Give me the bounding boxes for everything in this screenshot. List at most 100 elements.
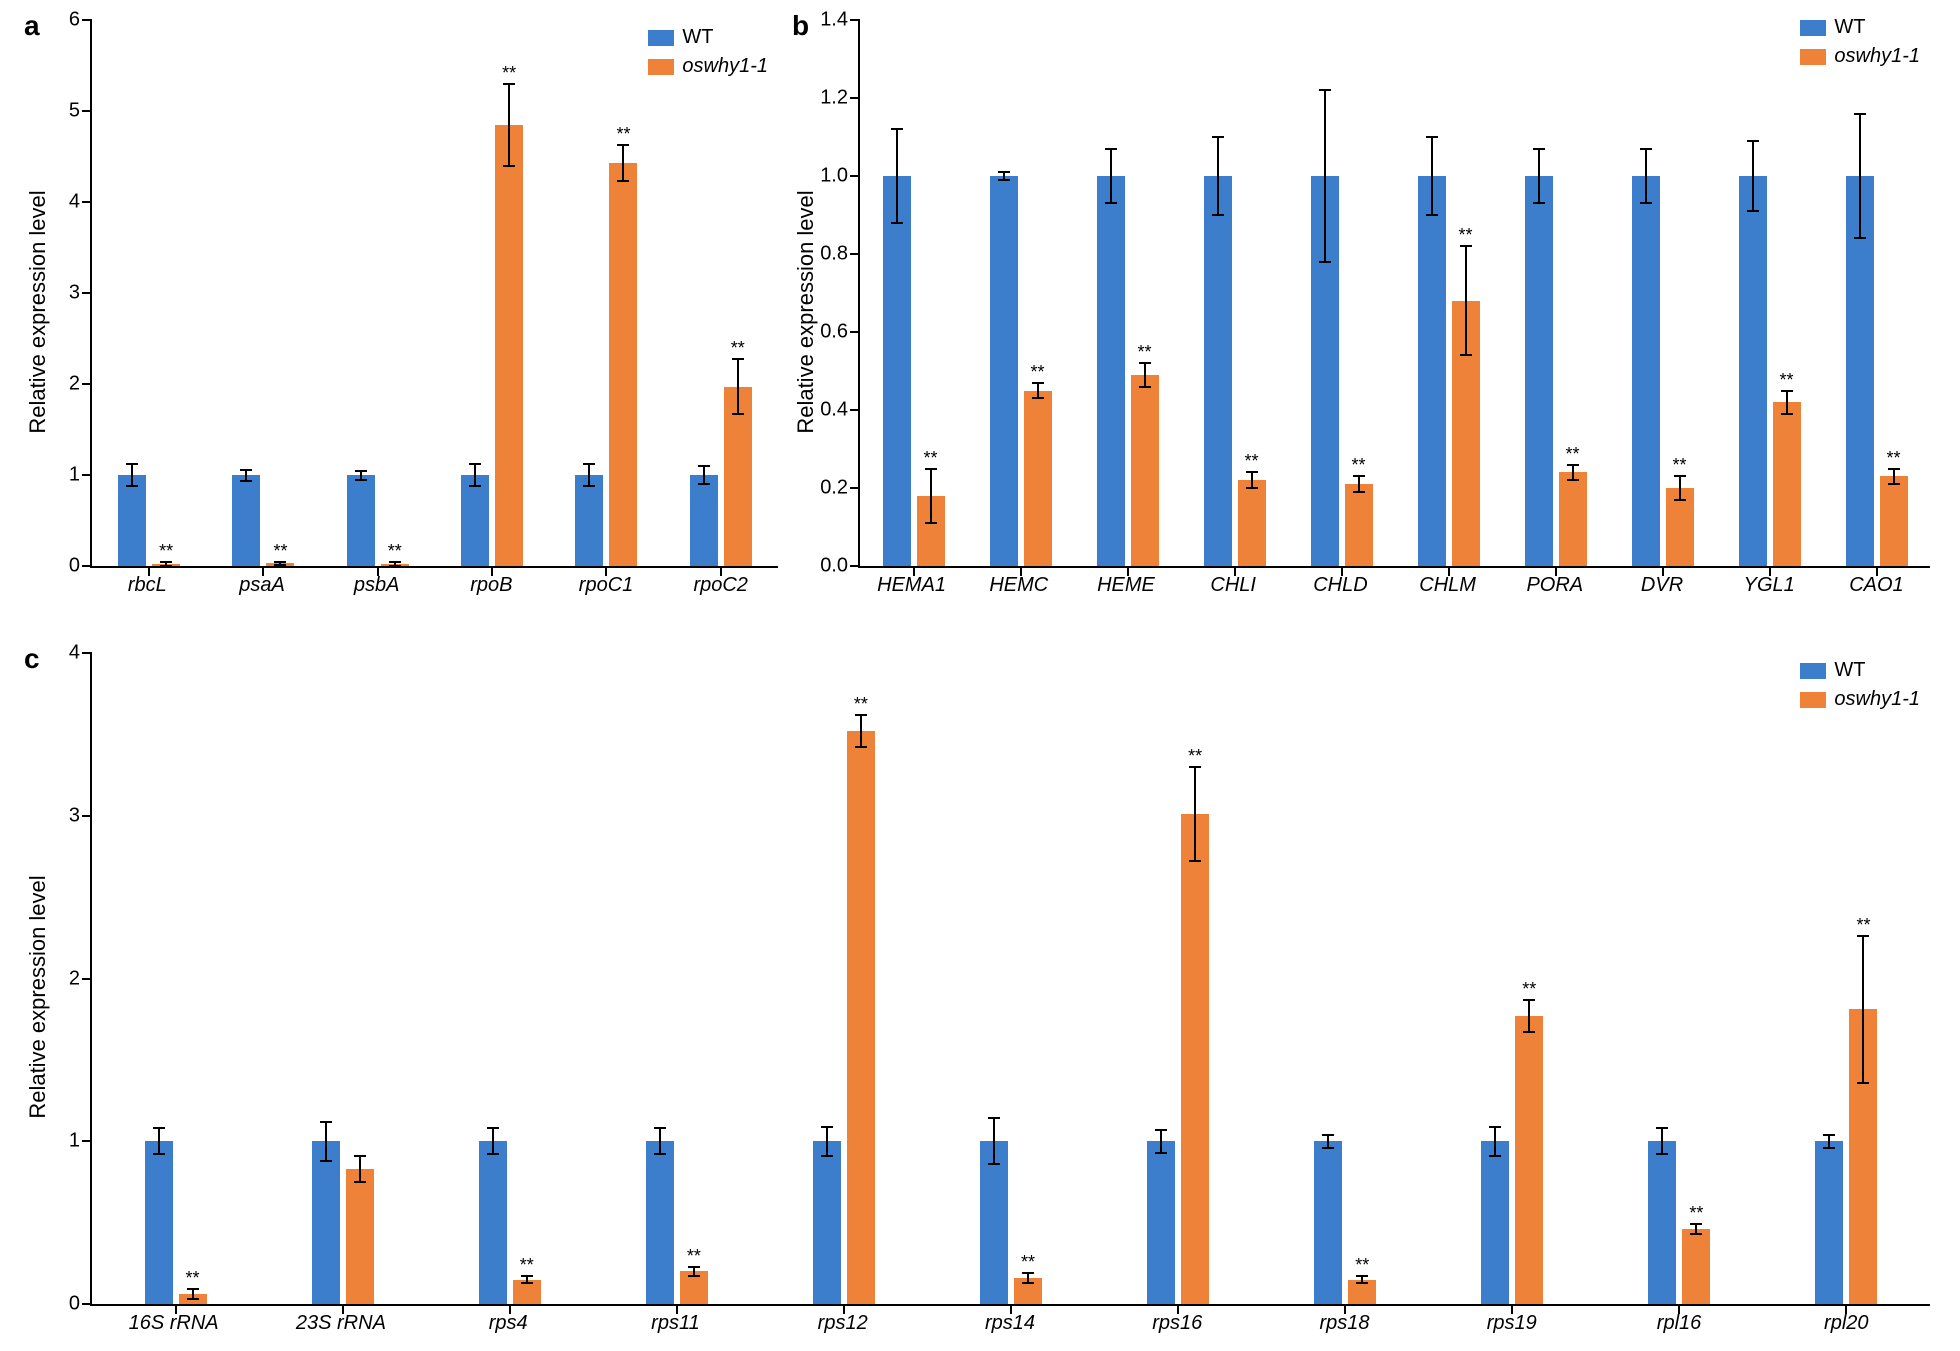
error-cap [1139, 362, 1151, 364]
error-bar [930, 469, 932, 524]
bar-holder: ** [917, 20, 945, 566]
error-cap [240, 469, 252, 471]
error-cap [1032, 397, 1044, 399]
bar-holder: ** [1181, 653, 1209, 1304]
y-tick [82, 652, 92, 654]
bar-group: ** [1288, 20, 1395, 566]
bar-rect [1345, 484, 1373, 566]
y-tick [82, 292, 92, 294]
error-cap [1823, 1147, 1835, 1149]
bar-rect [609, 163, 637, 566]
error-cap [583, 463, 595, 465]
bar-rect [1097, 176, 1125, 566]
panel-a-chart: Relative expression level WT oswhy1-1 01… [20, 10, 788, 613]
error-bar [1251, 472, 1253, 488]
bar-rect [1314, 1141, 1342, 1304]
bar-holder [813, 653, 841, 1304]
bar: ** [1559, 20, 1587, 566]
error-cap [521, 1275, 533, 1277]
error-bar [860, 715, 862, 748]
bar-rect [1648, 1141, 1676, 1304]
panel-c: c Relative expression level WT oswhy1-1 [20, 643, 1940, 1351]
panel-b-ylabel: Relative expression level [793, 190, 819, 433]
bar-rect [1525, 176, 1553, 566]
bar-holder: ** [1014, 653, 1042, 1304]
bar-holder: ** [1348, 653, 1376, 1304]
bar-holder [312, 653, 340, 1304]
significance-mark: ** [731, 339, 745, 357]
error-cap [1640, 202, 1652, 204]
x-axis-label: YGL1 [1716, 568, 1823, 613]
bar-group: ** [206, 20, 320, 566]
y-tick-label: 0.4 [820, 399, 848, 422]
bar-holder [1418, 20, 1446, 566]
bar-holder: ** [152, 20, 180, 566]
bar-rect [1418, 176, 1446, 566]
bar-holder [479, 653, 507, 1304]
x-axis-label: psbA [319, 568, 434, 613]
y-tick-label: 4 [69, 191, 80, 214]
significance-mark: ** [1021, 1253, 1035, 1271]
bar-holder: ** [1515, 653, 1543, 1304]
error-bar [131, 464, 133, 486]
bar-holder [883, 20, 911, 566]
x-axis-label: rpoB [434, 568, 549, 613]
bar-group: ** [1609, 20, 1716, 566]
legend-wt-swatch [648, 30, 674, 46]
y-tick [82, 19, 92, 21]
error-cap [1747, 210, 1759, 212]
significance-mark: ** [1188, 747, 1202, 765]
error-cap [998, 179, 1010, 181]
y-tick-label: 6 [69, 9, 80, 32]
bar-holder: ** [1024, 20, 1052, 566]
error-cap [1212, 214, 1224, 216]
bar-rect [883, 176, 911, 566]
bar [347, 20, 375, 566]
bar [1846, 20, 1874, 566]
error-cap [1189, 766, 1201, 768]
significance-mark: ** [502, 64, 516, 82]
bar-rect [346, 1169, 374, 1304]
significance-mark: ** [1030, 363, 1044, 381]
bar-group [259, 653, 426, 1304]
bar [461, 20, 489, 566]
bar-rect [1559, 472, 1587, 566]
significance-mark: ** [186, 1269, 200, 1287]
bar [990, 20, 1018, 566]
legend-mut-label: oswhy1-1 [1834, 688, 1920, 711]
error-cap [240, 480, 252, 482]
error-cap [1857, 935, 1869, 937]
y-tick-label: 1.2 [820, 87, 848, 110]
significance-mark: ** [1458, 226, 1472, 244]
bar: ** [1515, 653, 1543, 1304]
error-bar [896, 129, 898, 223]
bar-groups: ******************** [92, 653, 1930, 1304]
y-tick [82, 383, 92, 385]
bar [1204, 20, 1232, 566]
panel-b-chart: Relative expression level WT oswhy1-1 0.… [788, 10, 1940, 613]
bar [346, 653, 374, 1304]
significance-mark: ** [616, 125, 630, 143]
error-cap [503, 165, 515, 167]
panel-b-plot: WT oswhy1-1 0.00.20.40.60.81.01.21.4****… [858, 20, 1930, 568]
panel-c-chart: Relative expression level WT oswhy1-1 01… [20, 643, 1940, 1351]
error-cap [821, 1126, 833, 1128]
bar [479, 653, 507, 1304]
error-cap [355, 479, 367, 481]
bar-group: ** [92, 653, 259, 1304]
y-tick-label: 5 [69, 100, 80, 123]
bar-holder [461, 20, 489, 566]
x-axis-label: HEMA1 [858, 568, 965, 613]
x-axis-label: HEME [1072, 568, 1179, 613]
error-cap [855, 746, 867, 748]
error-cap [1246, 487, 1258, 489]
bar: ** [1238, 20, 1266, 566]
bar [646, 653, 674, 1304]
y-tick-label: 1 [69, 1130, 80, 1153]
error-cap [1189, 860, 1201, 862]
error-bar [1144, 363, 1146, 386]
bar-holder [1097, 20, 1125, 566]
error-cap [1489, 1155, 1501, 1157]
bar-group: ** [1181, 20, 1288, 566]
bar: ** [724, 20, 752, 566]
